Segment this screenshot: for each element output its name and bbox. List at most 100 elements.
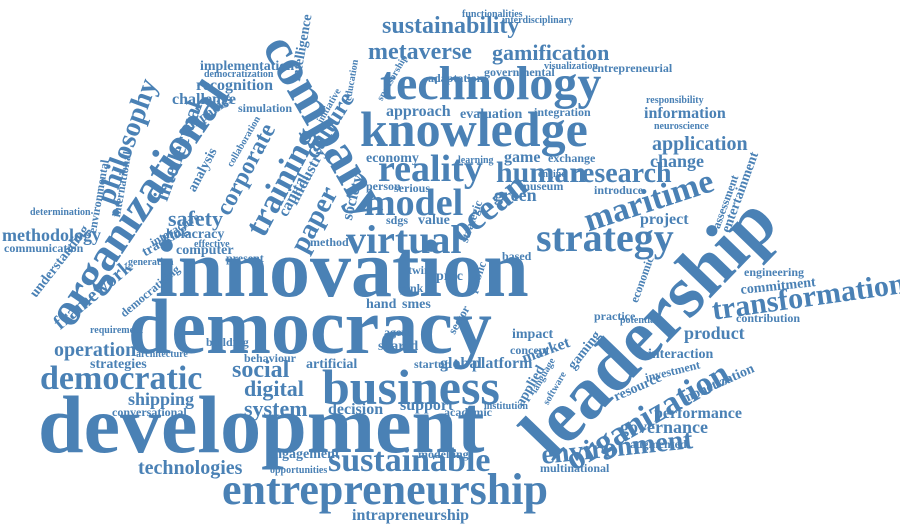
cloud-word-opportunities: opportunities xyxy=(270,465,328,476)
cloud-word-potential: potential xyxy=(620,315,658,326)
cloud-word-information: information xyxy=(644,105,726,122)
cloud-word-strategy: strategy xyxy=(536,215,674,260)
cloud-word-startup: startup xyxy=(414,357,452,371)
cloud-word-support: support xyxy=(400,397,454,414)
cloud-word-digital: digital xyxy=(244,376,304,401)
cloud-word-engine: engine xyxy=(538,169,566,180)
cloud-word-sustainable: sustainable xyxy=(328,442,491,479)
cloud-word-learning: learning xyxy=(458,155,494,166)
cloud-word-system: system xyxy=(244,396,308,421)
cloud-word-governmental: governmental xyxy=(484,65,555,79)
cloud-word-entrepreneurship: entrepreneurship xyxy=(222,465,548,514)
cloud-word-functionalities: functionalities xyxy=(462,9,523,20)
cloud-word-determination: determination xyxy=(30,207,91,218)
cloud-word-exchange: exchange xyxy=(548,151,596,165)
cloud-word-research: research xyxy=(570,158,672,189)
cloud-word-method: method xyxy=(310,235,349,249)
cloud-word-effective: effective xyxy=(194,239,230,250)
cloud-word-visualization: visualization xyxy=(544,61,598,72)
cloud-word-sustainability: sustainability xyxy=(382,13,520,39)
cloud-word-neuroscience: neuroscience xyxy=(654,121,709,132)
cloud-word-academic: academic xyxy=(444,405,492,419)
cloud-word-operation: operation xyxy=(54,339,137,361)
cloud-word-product: product xyxy=(684,323,745,343)
cloud-word-democratization: democratization xyxy=(204,69,274,80)
cloud-word-recognition: recognition xyxy=(196,77,274,94)
cloud-word-virtual: virtual xyxy=(346,217,462,262)
cloud-word-proc: proc xyxy=(436,269,463,284)
cloud-word-sdgs: sdgs xyxy=(386,213,409,227)
cloud-word-change: change xyxy=(650,151,704,171)
cloud-word-gamification: gamification xyxy=(492,40,610,65)
cloud-word-model: model xyxy=(364,182,464,224)
cloud-word-approach: approach xyxy=(386,103,451,120)
cloud-word-democratic: democratic xyxy=(40,360,203,397)
cloud-word-interaction: interaction xyxy=(648,347,714,362)
cloud-word-agent: agent xyxy=(384,325,412,339)
cloud-word-simulation: simulation xyxy=(238,101,293,115)
cloud-word-serious: serious xyxy=(394,181,430,195)
cloud-word-engineering: engineering xyxy=(744,265,804,279)
cloud-word-integration: integration xyxy=(534,105,591,119)
cloud-word-communication: communication xyxy=(4,241,84,255)
cloud-word-methodology: methodology xyxy=(2,225,101,245)
cloud-word-engagement: engagement xyxy=(268,447,340,462)
cloud-word-responsibility: responsibility xyxy=(646,95,704,106)
cloud-word-implementation: implementation xyxy=(200,59,295,74)
cloud-word-decision: decision xyxy=(328,401,384,418)
cloud-word-strategies: strategies xyxy=(90,357,147,372)
cloud-word-business: business xyxy=(322,359,500,415)
cloud-word-green: green xyxy=(494,185,537,205)
cloud-word-based: based xyxy=(502,249,532,263)
cloud-word-shipping: shipping xyxy=(128,389,195,409)
cloud-word-shared: shared xyxy=(378,339,419,354)
cloud-word-present: present xyxy=(226,251,264,265)
cloud-word-interdisciplinary: interdisciplinary xyxy=(502,15,574,26)
cloud-word-augmented: augmented xyxy=(630,437,687,451)
cloud-word-artificial: artificial xyxy=(306,357,358,372)
cloud-word-human: human xyxy=(496,156,587,189)
cloud-word-multinational: multinational xyxy=(540,461,610,475)
cloud-word-introduce: introduce xyxy=(594,183,644,197)
cloud-word-pink: pink xyxy=(400,281,424,295)
cloud-word-social: social xyxy=(232,357,290,383)
cloud-word-development: development xyxy=(38,379,485,470)
cloud-word-contribution: contribution xyxy=(736,311,801,325)
cloud-word-adaptation: adaptation xyxy=(428,71,484,85)
cloud-word-application: application xyxy=(652,133,748,155)
cloud-word-technology: technology xyxy=(380,57,602,110)
cloud-word-requirement: requirement xyxy=(90,325,143,336)
cloud-word-behaviour: behaviour xyxy=(244,351,297,365)
cloud-word-institution: institution xyxy=(484,401,528,412)
cloud-word-economy: economy xyxy=(366,151,419,166)
cloud-word-architecture: architecture xyxy=(136,349,188,360)
cloud-word-metaverse: metaverse xyxy=(368,39,472,65)
cloud-word-twin: twin xyxy=(408,263,431,277)
cloud-word-project: project xyxy=(640,211,689,228)
cloud-word-building: building xyxy=(206,335,249,349)
cloud-word-practice: practice xyxy=(594,309,636,323)
cloud-word-platform: platform xyxy=(472,355,533,372)
cloud-word-performance: performance xyxy=(654,405,742,422)
cloud-word-safety: safety xyxy=(168,206,223,231)
cloud-word-democracy: democracy xyxy=(128,283,492,370)
cloud-word-challenge: challenge xyxy=(172,91,236,108)
cloud-word-impact: impact xyxy=(512,327,554,342)
cloud-word-smes: smes xyxy=(402,297,431,312)
cloud-word-value: value xyxy=(418,213,450,228)
cloud-word-museum: museum xyxy=(520,179,564,193)
cloud-word-reality: reality xyxy=(378,148,483,190)
cloud-word-intrapreneurship: intrapreneurship xyxy=(352,507,470,524)
cloud-word-hand: hand xyxy=(366,297,397,312)
cloud-word-modelling: modelling xyxy=(418,447,469,461)
cloud-word-global: global xyxy=(440,355,482,372)
cloud-word-generation: generation xyxy=(128,257,174,268)
cloud-word-concept: concept xyxy=(510,343,550,357)
cloud-word-education: education xyxy=(343,58,362,102)
cloud-word-entrepreneurial: entrepreneurial xyxy=(592,61,673,75)
cloud-word-innovation: innovation xyxy=(155,223,529,314)
cloud-word-conversational: conversational xyxy=(112,405,187,419)
cloud-word-knowledge: knowledge xyxy=(360,101,588,157)
cloud-word-person: person xyxy=(366,179,401,193)
